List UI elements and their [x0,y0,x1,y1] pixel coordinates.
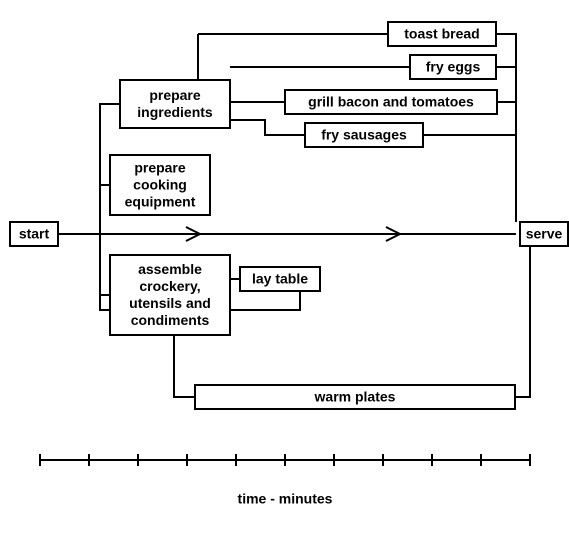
edge-17 [515,234,530,397]
time-axis: time - minutes [40,454,530,507]
node-label-prep_ing-line0: prepare [149,87,201,103]
node-label-prep_equip-line1: cooking [133,177,187,193]
edge-4 [100,234,110,295]
node-label-toast-line0: toast bread [404,26,479,42]
node-label-serve-line0: serve [526,226,563,242]
node-label-prep_equip-line0: prepare [134,160,186,176]
node-fry_sausages: fry sausages [305,123,423,147]
node-label-assemble-line3: condiments [131,312,210,328]
node-label-assemble-line0: assemble [138,261,202,277]
node-serve: serve [520,222,568,246]
edge-12 [230,120,305,135]
node-label-prep_ing-line1: ingredients [137,104,213,120]
node-label-prep_equip-line2: equipment [125,194,196,210]
node-assemble: assemblecrockery,utensils andcondiments [110,255,230,335]
node-start: start [10,222,58,246]
nodes: startserveprepareingredientspreparecooki… [10,22,568,409]
node-label-fry_sausages-line0: fry sausages [321,127,407,143]
node-fry_eggs: fry eggs [410,55,496,79]
node-lay_table: lay table [240,267,320,291]
node-label-assemble-line1: crockery, [139,278,200,294]
node-label-fry_eggs-line0: fry eggs [426,59,481,75]
edge-7 [496,34,516,222]
node-label-grill-line0: grill bacon and tomatoes [308,94,474,110]
node-label-assemble-line2: utensils and [129,295,211,311]
node-grill: grill bacon and tomatoes [285,90,497,114]
node-prep_ing: prepareingredients [120,80,230,128]
node-label-warm_plates-line0: warm plates [314,389,396,405]
node-label-start-line0: start [19,226,50,242]
node-label-lay_table-line0: lay table [252,271,308,287]
node-warm_plates: warm plates [195,385,515,409]
node-toast: toast bread [388,22,496,46]
edge-16 [174,335,195,397]
node-prep_equip: preparecookingequipment [110,155,210,215]
axis-label: time - minutes [238,491,333,507]
